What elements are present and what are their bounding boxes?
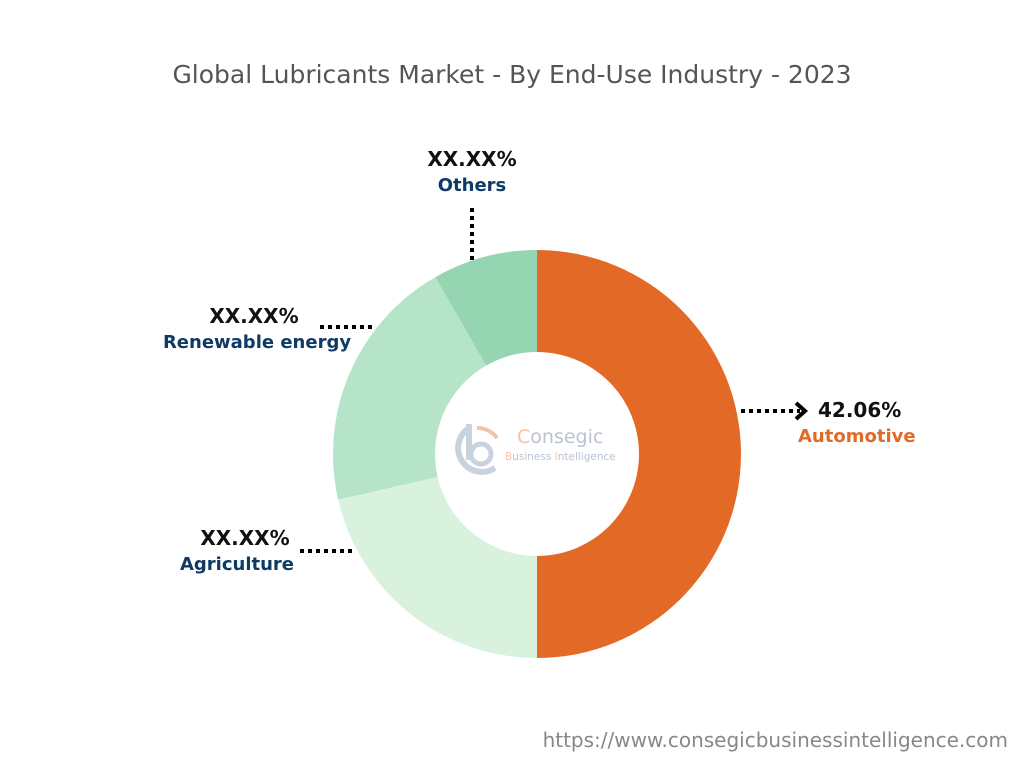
data-label-agriculture: XX.XX% <box>200 526 290 550</box>
category-label-agriculture: Agriculture <box>179 554 295 575</box>
slice-agriculture <box>338 476 537 658</box>
chart-title: Global Lubricants Market - By End-Use In… <box>172 60 852 89</box>
logo-subtext: usiness <box>512 451 555 463</box>
data-label-renewable-energy: XX.XX% <box>209 304 299 328</box>
leader-lines <box>300 208 800 553</box>
logo-text: C <box>517 426 531 448</box>
consegic-logo: Consegic Business Intelligence <box>455 420 625 480</box>
category-label-automotive: Automotive <box>798 426 916 447</box>
category-label-others: Others <box>437 175 507 196</box>
category-label-renewable-energy: Renewable energy <box>162 332 352 353</box>
label-renewable-energy: XX.XX% Renewable energy <box>160 304 370 353</box>
logo-mark-icon <box>455 424 499 475</box>
slice-others <box>435 250 537 366</box>
data-label-others: XX.XX% <box>427 147 517 171</box>
arrow-head-icon <box>794 401 809 421</box>
data-label-automotive: 42.06% <box>818 398 902 422</box>
slice-automotive <box>537 250 741 658</box>
label-others: XX.XX% Others <box>402 147 542 196</box>
logo-subtext: ntelligence <box>557 451 616 463</box>
label-agriculture: XX.XX% Agriculture <box>180 526 320 575</box>
label-automotive: 42.06% Automotive <box>798 398 916 447</box>
slice-renewable-energy <box>333 277 487 500</box>
logo-subtext: B <box>505 451 513 463</box>
footer-url: https://www.consegicbusinessintelligence… <box>542 728 1008 752</box>
logo-subtext: I <box>554 451 558 463</box>
logo-text: onsegic <box>530 426 604 448</box>
